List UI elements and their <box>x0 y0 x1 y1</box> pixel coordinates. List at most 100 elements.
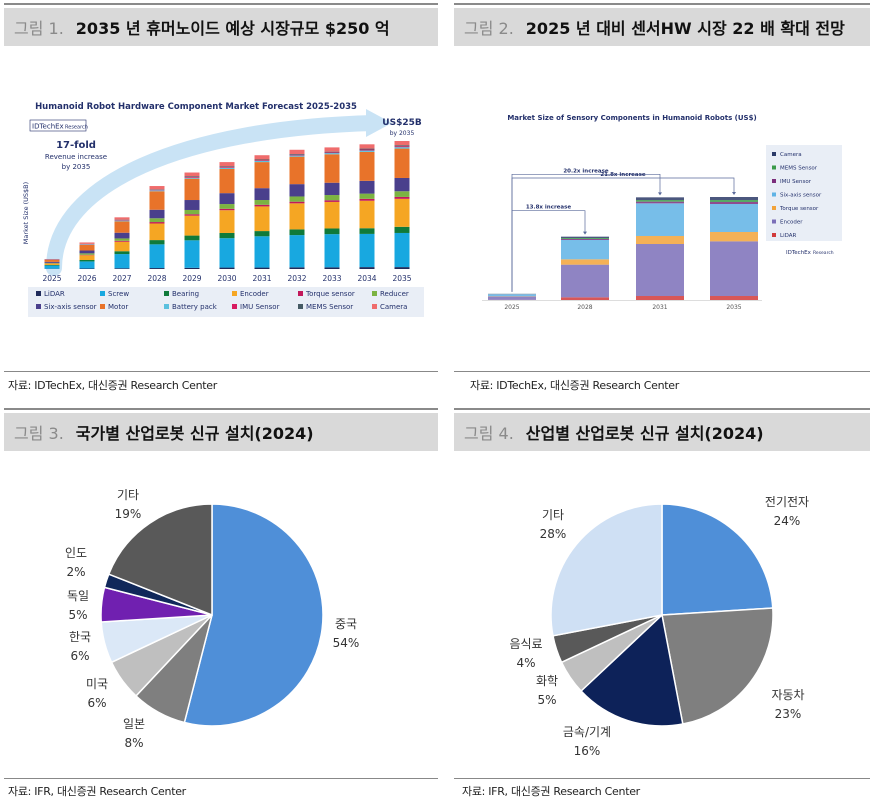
legend-label: Camera <box>380 303 407 311</box>
legend-label: LiDAR <box>44 290 65 298</box>
slice-value: 4% <box>516 656 535 670</box>
bar-segment <box>79 255 95 260</box>
pie-slice <box>661 607 774 725</box>
bar-segment <box>359 233 375 268</box>
bar-segment <box>636 200 684 202</box>
source-rule <box>454 778 870 779</box>
bar-segment <box>219 193 235 205</box>
bar-segment <box>219 232 235 239</box>
figure-number: 그림 4. <box>464 424 514 443</box>
bar-segment <box>324 147 340 152</box>
bar-segment <box>710 197 758 200</box>
slice-value: 24% <box>774 514 801 528</box>
growth-arrowhead <box>366 109 392 137</box>
bar-segment <box>219 204 235 209</box>
legend-label: LiDAR <box>780 233 796 239</box>
legend-box <box>28 287 424 317</box>
bar-segment <box>561 239 609 240</box>
slice-label: 자동차 <box>771 688 804 702</box>
bar-segment <box>561 236 609 238</box>
bar-segment <box>114 254 130 269</box>
bar-segment <box>636 296 684 300</box>
legend-label: Encoder <box>240 290 269 298</box>
bar-segment <box>394 146 410 148</box>
bar-segment <box>561 264 609 298</box>
bar-segment <box>219 210 235 233</box>
bar-segment <box>44 261 60 263</box>
bar-segment <box>359 198 375 201</box>
bar-segment <box>359 193 375 199</box>
bar-segment <box>114 240 130 242</box>
bar-segment <box>289 196 305 202</box>
legend-swatch <box>164 291 169 296</box>
brand-logo <box>784 247 838 256</box>
bar-segment <box>324 234 340 268</box>
slice-value: 6% <box>70 649 89 663</box>
figure-header: 그림 1. 2035 년 휴머노이드 예상 시장규모 $250 억 <box>4 8 438 46</box>
slice-label: 음식료 <box>509 637 542 651</box>
legend-swatch <box>772 179 776 183</box>
source-note: 자료: IDTechEx, 대신증권 Research Center <box>470 379 679 392</box>
x-tick-label: 2034 <box>357 274 376 283</box>
legend-swatch <box>164 304 169 309</box>
bar-segment <box>149 222 165 224</box>
bar-segment <box>324 201 340 229</box>
bar-segment <box>394 177 410 192</box>
slice-value: 23% <box>775 707 802 721</box>
source-rule <box>454 371 870 372</box>
slice-value: 6% <box>87 696 106 710</box>
x-tick-label: 2031 <box>252 274 271 283</box>
component-forecast-chart: Humanoid Robot Hardware Component Market… <box>22 102 424 317</box>
slice-label: 독일 <box>67 589 89 603</box>
bar-segment <box>561 297 609 300</box>
x-tick-label: 2025 <box>504 304 519 311</box>
legend-label: Torque sensor <box>305 290 355 298</box>
brand-tag: Research <box>813 250 834 256</box>
legend-label: IMU Sensor <box>780 179 812 185</box>
bracket-arrowhead <box>732 192 736 195</box>
legend-label: Reducer <box>380 290 409 298</box>
slice-label: 전기전자 <box>765 495 809 509</box>
bar-segment <box>149 244 165 269</box>
bar-segment <box>289 201 305 204</box>
bar-segment <box>636 236 684 244</box>
bar-segment <box>184 178 200 201</box>
bar-segment <box>184 240 200 268</box>
bar-segment <box>324 151 340 153</box>
bar-segment <box>561 238 609 239</box>
bar-segment <box>79 259 95 262</box>
bar-segment <box>561 240 609 260</box>
bar-segment <box>219 166 235 168</box>
x-tick-label: 2028 <box>577 304 592 311</box>
legend-swatch <box>100 291 105 296</box>
bar-segment <box>394 141 410 146</box>
bar-segment <box>289 235 305 268</box>
slice-label: 인도 <box>65 546 87 560</box>
slice-value: 28% <box>540 527 567 541</box>
pie-slice <box>580 613 684 727</box>
x-tick-label: 2029 <box>182 274 201 283</box>
legend-swatch <box>298 304 303 309</box>
legend-label: Six-axis sensor <box>44 303 97 311</box>
figure-title: 산업별 산업로봇 신규 설치(2024) <box>525 424 764 443</box>
legend-swatch <box>232 291 237 296</box>
x-tick-label: 2032 <box>287 274 306 283</box>
slice-value: 54% <box>333 636 360 650</box>
bar-segment <box>114 251 130 255</box>
x-tick-label: 2031 <box>652 304 667 311</box>
bar-segment <box>254 159 270 161</box>
growth-annotation-line1: Revenue increase <box>45 153 107 161</box>
bar-segment <box>289 229 305 236</box>
bar-segment <box>79 261 95 269</box>
bar-segment <box>324 152 340 154</box>
growth-annotation: 13.8x increase <box>526 205 572 211</box>
figure-header: 그림 4. 산업별 산업로봇 신규 설치(2024) <box>454 413 870 451</box>
bar-segment <box>488 294 536 297</box>
bar-segment <box>219 167 235 168</box>
bar-segment <box>636 197 684 200</box>
legend-swatch <box>100 304 105 309</box>
x-tick-label: 2035 <box>392 274 411 283</box>
bar-segment <box>149 190 165 192</box>
bar-segment <box>184 215 200 236</box>
legend-label: Camera <box>780 152 802 158</box>
